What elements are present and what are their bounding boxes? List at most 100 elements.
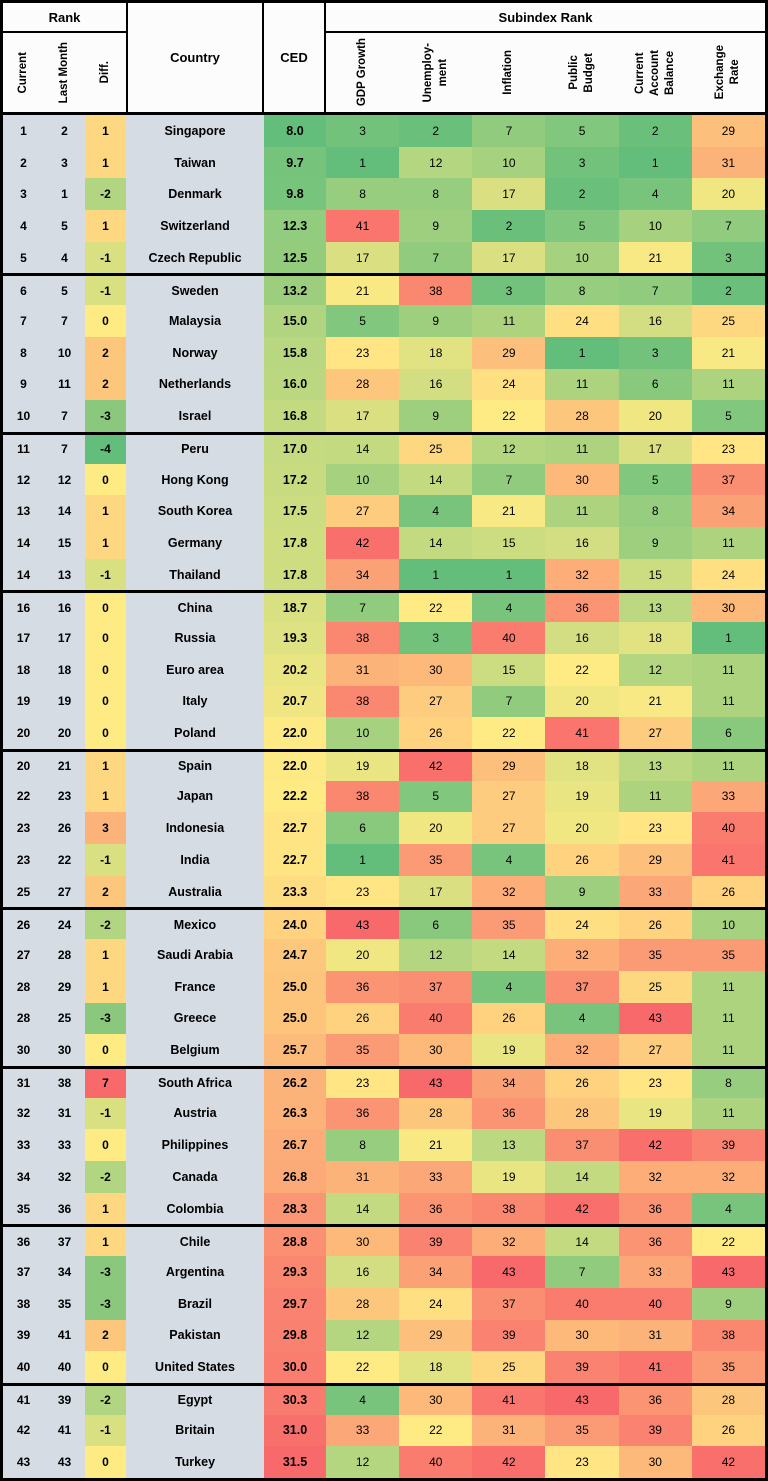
table-row: 26 24 -2 Mexico 24.0 43 6 35 24 26 10 <box>3 907 765 940</box>
subindex-public-budget-cell: 32 <box>545 939 619 971</box>
rank-last-month-cell: 36 <box>44 1192 85 1225</box>
rank-diff-cell: -2 <box>85 910 126 940</box>
subindex-inflation-cell: 32 <box>472 1227 546 1257</box>
subindex-inflation-cell: 25 <box>472 1351 546 1383</box>
rank-diff-cell: 0 <box>85 1351 126 1383</box>
subindex-public-budget-cell: 18 <box>545 751 619 781</box>
subindex-gdp-growth-cell: 1 <box>326 146 400 179</box>
subindex-exchange-rate-cell: 11 <box>691 751 765 781</box>
subindex-public-budget-cell: 41 <box>545 717 619 749</box>
table-row: 2 3 1 Taiwan 9.7 1 12 10 3 1 31 <box>3 146 765 179</box>
subindex-inflation-cell: 15 <box>472 527 546 559</box>
subindex-current-account-balance-cell: 6 <box>618 368 692 401</box>
subindex-public-budget-cell: 28 <box>545 400 619 432</box>
subindex-public-budget-cell: 28 <box>545 1097 619 1130</box>
subindex-gdp-growth-cell: 5 <box>326 305 400 337</box>
country-cell: India <box>126 844 264 876</box>
subindex-gdp-growth-cell: 26 <box>326 1002 400 1035</box>
subindex-unemployment-cell: 12 <box>399 146 473 179</box>
subindex-inflation-cell: 21 <box>472 495 546 528</box>
subindex-gdp-growth-cell: 17 <box>326 241 400 274</box>
subindex-exchange-rate-cell: 41 <box>691 844 765 876</box>
subindex-public-budget-cell: 22 <box>545 653 619 686</box>
subindex-gdp-growth-cell: 36 <box>326 970 400 1003</box>
subindex-public-budget-cell: 2 <box>545 178 619 211</box>
subindex-unemployment-cell: 18 <box>399 1351 473 1383</box>
subindex-public-budget-cell: 11 <box>545 495 619 528</box>
rank-last-month-cell: 5 <box>44 276 85 306</box>
country-cell: Euro area <box>126 653 264 686</box>
subindex-exchange-rate-cell: 35 <box>691 939 765 971</box>
rank-diff-cell: 1 <box>85 115 126 147</box>
subindex-public-budget-cell: 1 <box>545 336 619 369</box>
subindex-unemployment-cell: 4 <box>399 495 473 528</box>
rank-diff-cell: -3 <box>85 1256 126 1288</box>
subindex-unemployment-cell: 30 <box>399 653 473 686</box>
country-cell: China <box>126 593 264 623</box>
subindex-inflation-cell: 39 <box>472 1319 546 1352</box>
ced-cell: 24.0 <box>264 910 326 940</box>
country-cell: Philippines <box>126 1129 264 1162</box>
rank-current-cell: 7 <box>3 305 44 337</box>
rank-diff-cell: 1 <box>85 210 126 242</box>
table-row: 23 22 -1 India 22.7 1 35 4 26 29 41 <box>3 844 765 876</box>
subindex-current-account-balance-cell: 11 <box>618 780 692 813</box>
rank-current-cell: 1 <box>3 115 44 147</box>
rank-diff-cell: 1 <box>85 751 126 781</box>
rank-diff-cell: 0 <box>85 593 126 623</box>
subindex-exchange-rate-cell: 2 <box>691 276 765 306</box>
rank-current-cell: 6 <box>3 276 44 306</box>
subindex-exchange-rate-cell: 42 <box>691 1446 765 1478</box>
subindex-public-budget-cell: 14 <box>545 1161 619 1193</box>
subindex-exchange-rate-cell: 11 <box>691 1097 765 1130</box>
subindex-public-budget-cell: 7 <box>545 1256 619 1288</box>
country-cell: Hong Kong <box>126 463 264 496</box>
subindex-exchange-rate-cell: 11 <box>691 653 765 686</box>
subindex-exchange-rate-cell: 38 <box>691 1319 765 1352</box>
rank-diff-cell: -1 <box>85 276 126 306</box>
country-cell: Japan <box>126 780 264 813</box>
subindex-public-budget-cell: 20 <box>545 812 619 845</box>
table-row: 19 19 0 Italy 20.7 38 27 7 20 21 11 <box>3 685 765 718</box>
rank-diff-cell: 2 <box>85 336 126 369</box>
rank-last-month-cell: 26 <box>44 812 85 845</box>
table-row: 11 7 -4 Peru 17.0 14 25 12 11 17 23 <box>3 431 765 464</box>
country-cell: Belgium <box>126 1034 264 1066</box>
subindex-inflation-cell: 14 <box>472 939 546 971</box>
rank-last-month-cell: 21 <box>44 751 85 781</box>
rank-current-cell: 14 <box>3 527 44 559</box>
ced-cell: 31.0 <box>264 1414 326 1447</box>
col-header-unemployment-label: Unemploy- ment <box>421 42 449 103</box>
subindex-inflation-cell: 2 <box>472 210 546 242</box>
subindex-unemployment-cell: 14 <box>399 463 473 496</box>
rank-current-cell: 38 <box>3 1287 44 1320</box>
subindex-inflation-cell: 38 <box>472 1192 546 1225</box>
subindex-inflation-cell: 29 <box>472 751 546 781</box>
table-row: 8 10 2 Norway 15.8 23 18 29 1 3 21 <box>3 336 765 369</box>
country-cell: Saudi Arabia <box>126 939 264 971</box>
subindex-unemployment-cell: 30 <box>399 1385 473 1415</box>
subindex-current-account-balance-cell: 35 <box>618 939 692 971</box>
subindex-unemployment-cell: 9 <box>399 305 473 337</box>
table-row: 17 17 0 Russia 19.3 38 3 40 16 18 1 <box>3 622 765 654</box>
subindex-inflation-cell: 4 <box>472 593 546 623</box>
country-cell: Spain <box>126 751 264 781</box>
subindex-current-account-balance-cell: 33 <box>618 1256 692 1288</box>
subindex-public-budget-cell: 35 <box>545 1414 619 1447</box>
subindex-exchange-rate-cell: 26 <box>691 875 765 908</box>
rank-current-cell: 20 <box>3 751 44 781</box>
rank-last-month-cell: 15 <box>44 527 85 559</box>
rank-last-month-cell: 39 <box>44 1385 85 1415</box>
subindex-current-account-balance-cell: 20 <box>618 400 692 432</box>
subindex-public-budget-cell: 36 <box>545 593 619 623</box>
subindex-inflation-cell: 4 <box>472 970 546 1003</box>
subindex-public-budget-cell: 11 <box>545 368 619 401</box>
ced-cell: 23.3 <box>264 875 326 908</box>
table-row: 43 43 0 Turkey 31.5 12 40 42 23 30 42 <box>3 1446 765 1478</box>
rank-last-month-cell: 13 <box>44 558 85 591</box>
subindex-gdp-growth-cell: 22 <box>326 1351 400 1383</box>
subindex-inflation-cell: 24 <box>472 368 546 401</box>
subindex-current-account-balance-cell: 36 <box>618 1227 692 1257</box>
subindex-current-account-balance-cell: 3 <box>618 336 692 369</box>
subindex-exchange-rate-cell: 23 <box>691 434 765 464</box>
